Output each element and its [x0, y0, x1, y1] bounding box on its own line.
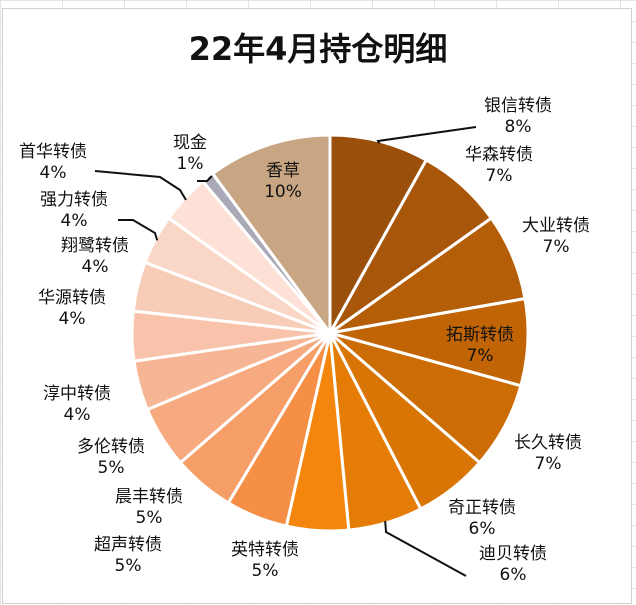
- leader-line: [376, 126, 477, 144]
- slice-label-percent: 4%: [40, 163, 67, 183]
- slice-label-name: 晨丰转债: [115, 487, 183, 507]
- slice-label-percent: 6%: [500, 565, 527, 585]
- slice-label-percent: 4%: [59, 309, 86, 329]
- slice-label-percent: 4%: [64, 405, 91, 425]
- slice-label-percent: 1%: [177, 154, 204, 174]
- slice-label-percent: 4%: [61, 211, 88, 231]
- slice-label-name: 长久转债: [514, 433, 582, 453]
- slice-label-percent: 6%: [469, 519, 496, 539]
- slice-label-name: 迪贝转债: [479, 544, 547, 564]
- slice-label-name: 英特转债: [231, 540, 299, 560]
- slice-label-name: 超声转债: [94, 535, 162, 555]
- slice-label-name: 淳中转债: [43, 384, 111, 404]
- slice-label-percent: 5%: [115, 556, 142, 576]
- slice-label-name: 翔鹭转债: [61, 236, 129, 256]
- slice-label-name: 首华转债: [19, 142, 87, 162]
- leader-line: [384, 521, 467, 577]
- slice-label-name: 大业转债: [522, 216, 590, 236]
- slice-label-percent: 5%: [136, 508, 163, 528]
- leader-line: [118, 219, 159, 241]
- chart-title: 22年4月持仓明细: [188, 30, 448, 68]
- slice-label-percent: 7%: [486, 166, 513, 186]
- slice-label-percent: 4%: [82, 257, 109, 277]
- leader-line: [94, 170, 187, 201]
- slice-label-percent: 10%: [264, 182, 302, 202]
- slice-label-name: 多伦转债: [77, 437, 145, 457]
- slice-label-name: 奇正转债: [448, 498, 516, 518]
- slice-label-percent: 8%: [505, 117, 532, 137]
- slice-label-name: 银信转债: [484, 96, 552, 116]
- slice-label-percent: 5%: [98, 458, 125, 478]
- slice-label-percent: 7%: [467, 346, 494, 366]
- slice-label-name: 香草: [266, 161, 300, 181]
- slice-label-percent: 5%: [252, 561, 279, 581]
- slice-label-percent: 7%: [543, 237, 570, 257]
- slice-label-name: 拓斯转债: [446, 325, 514, 345]
- slice-label-name: 现金: [173, 133, 207, 153]
- leader-line: [197, 175, 213, 182]
- slice-label-percent: 7%: [535, 454, 562, 474]
- slice-label-name: 华源转债: [38, 288, 106, 308]
- slice-label-name: 强力转债: [40, 190, 108, 210]
- pie-slice[interactable]: [210, 133, 332, 338]
- slice-label-name: 华森转债: [465, 145, 533, 165]
